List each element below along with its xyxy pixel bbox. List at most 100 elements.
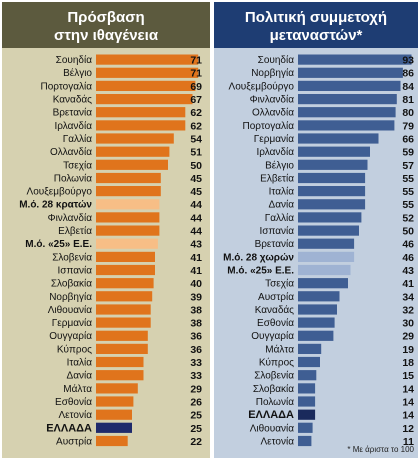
category-label-1-14: Βρετανία	[255, 238, 295, 250]
value-label-0-19: 38	[190, 304, 202, 316]
category-label-1-13: Ισπανία	[260, 225, 295, 237]
value-label-1-20: 30	[402, 318, 414, 330]
category-label-1-6: Γερμανία	[254, 133, 294, 145]
category-label-1-10: Ιταλία	[269, 186, 295, 198]
value-label-1-18: 34	[402, 291, 414, 303]
value-label-0-18: 39	[190, 291, 202, 303]
category-label-0-24: Δανία	[67, 370, 93, 382]
bar-0-6	[96, 133, 174, 144]
value-label-0-21: 36	[190, 331, 202, 343]
bar-0-29	[96, 435, 128, 447]
bar-0-25	[96, 383, 138, 394]
bar-0-22	[96, 343, 148, 354]
value-label-1-26: 14	[402, 397, 414, 409]
category-label-0-25: Μάλτα	[63, 383, 92, 395]
value-label-1-11: 55	[402, 199, 414, 211]
bar-0-10	[96, 186, 161, 197]
value-label-0-15: 41	[190, 252, 202, 264]
category-label-0-29: Αυστρία	[56, 435, 92, 447]
value-label-1-27: 14	[402, 410, 414, 422]
bar-0-8	[96, 159, 168, 170]
bar-1-5	[298, 120, 395, 131]
left-chart-title-line1: Πρόσβαση	[67, 9, 144, 26]
value-label-1-10: 55	[402, 186, 414, 198]
value-label-0-22: 36	[190, 344, 202, 356]
bar-1-22	[298, 343, 322, 354]
category-label-1-20: Εσθονία	[257, 317, 294, 329]
bar-1-12	[298, 212, 362, 223]
value-label-1-23: 18	[402, 357, 414, 369]
value-label-1-7: 59	[402, 147, 414, 159]
category-label-0-3: Καναδάς	[53, 94, 92, 106]
bar-1-29	[298, 435, 312, 447]
value-label-0-7: 51	[190, 147, 202, 159]
bar-1-18	[298, 291, 340, 302]
value-label-0-16: 41	[190, 265, 202, 277]
bar-1-10	[298, 186, 366, 197]
category-label-0-18: Νορβηγία	[49, 291, 92, 303]
category-label-0-20: Γερμανία	[52, 317, 92, 329]
category-label-0-7: Ολλανδία	[50, 146, 92, 158]
bar-1-21	[298, 330, 334, 341]
value-label-1-1: 86	[402, 68, 414, 80]
bar-1-8	[298, 159, 368, 170]
value-label-0-0: 71	[190, 55, 202, 67]
category-label-0-11: Μ.ό. 28 κρατών	[19, 200, 92, 211]
left-panel-header	[2, 2, 210, 48]
category-label-1-27: ΕΛΛΑΔΑ	[248, 409, 294, 421]
category-label-1-21: Ουγγαρία	[251, 330, 294, 342]
value-label-1-5: 79	[402, 120, 414, 132]
bar-1-15	[298, 251, 355, 262]
bar-1-16	[298, 264, 351, 276]
value-label-1-17: 41	[402, 278, 414, 290]
bar-1-1	[298, 67, 403, 78]
category-label-0-1: Βέλγιο	[63, 67, 92, 79]
category-label-1-22: Μάλτα	[265, 343, 294, 355]
category-label-0-2: Πορτογαλία	[41, 80, 93, 92]
bar-0-16	[96, 264, 155, 276]
category-label-0-4: Βρετανία	[53, 107, 93, 119]
value-label-1-24: 15	[402, 370, 414, 382]
value-label-0-23: 33	[190, 357, 202, 369]
value-label-0-5: 62	[190, 120, 202, 132]
value-label-1-3: 81	[402, 94, 414, 106]
bar-1-19	[298, 304, 337, 315]
bar-1-4	[298, 107, 396, 118]
right-chart-title-line2: μεταναστών*	[270, 27, 363, 44]
category-label-0-12: Φινλανδία	[48, 212, 93, 224]
bar-1-26	[298, 396, 316, 407]
value-label-1-13: 50	[402, 226, 414, 238]
bar-0-27	[96, 409, 132, 420]
bar-1-14	[298, 238, 355, 249]
bar-1-0	[298, 54, 412, 65]
bar-0-5	[96, 120, 186, 131]
value-label-0-27: 25	[190, 410, 202, 422]
value-label-0-1: 71	[190, 68, 202, 80]
bar-0-26	[96, 396, 134, 407]
bar-1-9	[298, 172, 366, 184]
value-label-0-12: 44	[190, 212, 202, 224]
bar-0-28	[96, 422, 132, 433]
value-label-1-15: 46	[402, 252, 414, 264]
category-label-1-15: Μ.ό. 28 χωρών	[223, 252, 294, 263]
category-label-1-4: Ολλανδία	[252, 107, 294, 119]
bar-0-14	[96, 238, 158, 249]
value-label-1-25: 14	[402, 383, 414, 395]
bar-1-20	[298, 317, 335, 328]
value-label-0-3: 67	[190, 94, 202, 106]
category-label-1-5: Πορτογαλία	[243, 120, 295, 132]
bar-0-1	[96, 67, 199, 78]
bar-0-21	[96, 330, 148, 341]
category-label-1-18: Αυστρία	[258, 291, 294, 303]
value-label-1-28: 12	[402, 423, 414, 435]
bar-1-13	[298, 225, 359, 236]
category-label-0-8: Τσεχία	[63, 159, 92, 171]
value-label-1-14: 46	[402, 239, 414, 251]
bar-0-9	[96, 172, 161, 184]
category-label-0-15: Σλοβενία	[52, 251, 92, 263]
bar-0-19	[96, 304, 151, 315]
right-chart-footnote: * Με άριστα το 100	[347, 445, 414, 454]
value-label-1-21: 29	[402, 331, 414, 343]
bar-0-7	[96, 146, 170, 157]
bar-1-3	[298, 94, 397, 105]
